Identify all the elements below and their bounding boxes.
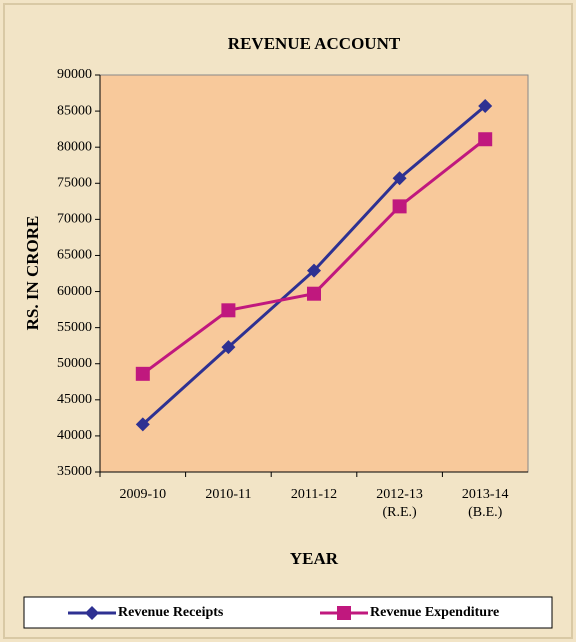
marker: [392, 171, 407, 186]
marker: [135, 417, 150, 432]
marker: [392, 199, 407, 214]
y-tick-label: 70000: [57, 212, 92, 227]
y-tick-label: 75000: [57, 175, 92, 190]
marker: [221, 303, 236, 318]
x-tick-label: 2009-10: [119, 487, 167, 502]
x-tick-label: 2011-12: [290, 487, 338, 502]
x-tick-label: 2010-11: [205, 487, 252, 502]
marker: [307, 286, 321, 301]
y-tick-label: 65000: [57, 248, 92, 263]
y-tick-label: 85000: [57, 103, 92, 118]
marker: [307, 263, 321, 278]
y-tick-label: 40000: [57, 428, 92, 443]
y-tick-label: 60000: [57, 284, 92, 299]
marker: [337, 606, 351, 620]
y-tick-label: 80000: [57, 139, 92, 154]
marker: [478, 99, 493, 114]
legend-label: Revenue Expenditure: [370, 605, 499, 620]
x-axis-label: YEAR: [290, 549, 339, 568]
frame: [3, 3, 573, 639]
y-tick-label: 45000: [57, 392, 92, 407]
y-tick-label: 55000: [57, 320, 92, 335]
chart-title: REVENUE ACCOUNT: [228, 34, 401, 53]
marker: [135, 366, 150, 381]
marker: [478, 132, 493, 147]
y-axis-label: RS. IN CRORE: [23, 216, 42, 331]
marker: [85, 606, 99, 620]
legend-label: Revenue Receipts: [118, 605, 224, 620]
x-tick-label: 2012-13 (R.E.): [376, 487, 423, 520]
y-tick-label: 90000: [57, 67, 92, 82]
marker: [221, 340, 236, 355]
y-tick-label: 50000: [57, 356, 92, 371]
x-tick-label: 2013-14 (B.E.): [461, 487, 509, 520]
y-tick-label: 35000: [57, 464, 92, 479]
